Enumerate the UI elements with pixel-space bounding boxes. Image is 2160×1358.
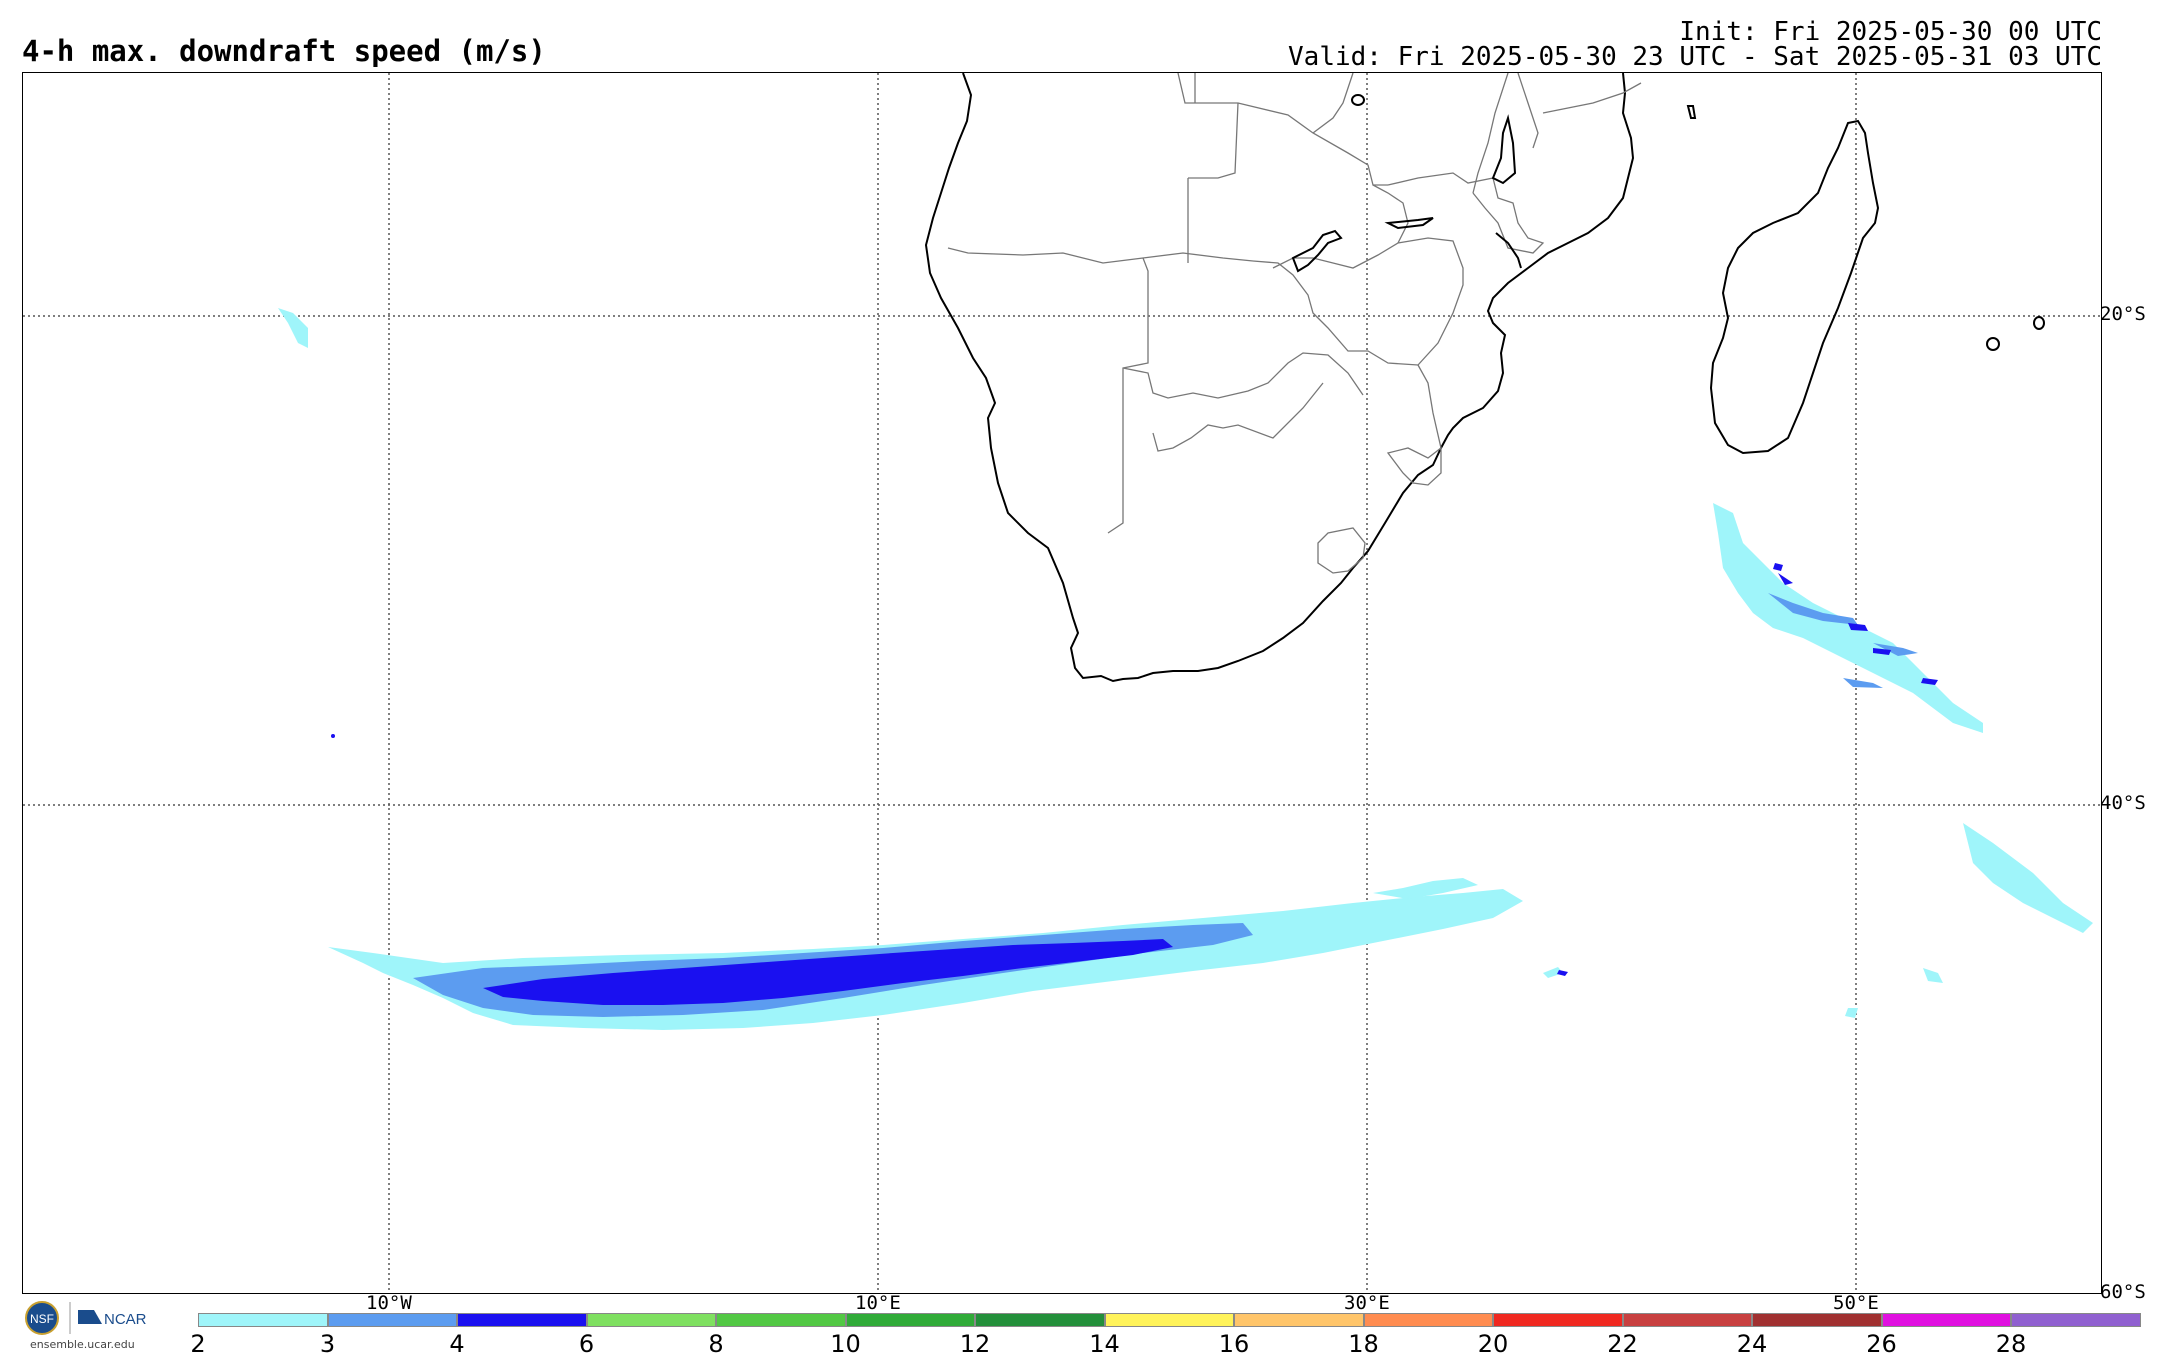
map-title: 4-h max. downdraft speed (m/s) [22, 34, 546, 68]
ncar-logo: NSF NCAR [25, 1301, 147, 1335]
colorbar-tick-label: 10 [830, 1330, 861, 1358]
map-canvas [23, 73, 2101, 1293]
colorbar-tick-label: 14 [1089, 1330, 1120, 1358]
colorbar-tick-label: 24 [1736, 1330, 1768, 1358]
colorbar-tick-label: 26 [1866, 1330, 1897, 1358]
ncar-logo-text: NCAR [104, 1311, 147, 1328]
map-panel[interactable] [22, 72, 2102, 1294]
madagascar [1709, 119, 1880, 455]
colorbar-tick-label: 28 [1995, 1330, 2027, 1358]
colorbar-segment [845, 1313, 975, 1327]
colorbar-segment [198, 1313, 328, 1327]
downdraft-field [278, 308, 2093, 1030]
lakes [1291, 94, 1522, 273]
colorbar-segment [1622, 1313, 1752, 1327]
colorbar-segment [1752, 1313, 1882, 1327]
colorbar-segment [716, 1313, 846, 1327]
colorbar-segment [1363, 1313, 1493, 1327]
colorbar-segment [457, 1313, 587, 1327]
colorbar-tick-label: 8 [708, 1330, 724, 1358]
colorbar-tick-label: 4 [449, 1330, 465, 1358]
lat-label-60s: 60°S [2100, 1281, 2146, 1303]
islands [1686, 105, 2045, 351]
colorbar-tick-label: 22 [1607, 1330, 1638, 1358]
colorbar [198, 1313, 2141, 1327]
colorbar-segment [327, 1313, 457, 1327]
graticule [23, 73, 2101, 1293]
ensemble-url: ensemble.ucar.edu [30, 1338, 135, 1351]
lon-label-10w: 10°W [366, 1292, 412, 1314]
colorbar-tick-label: 2 [190, 1330, 206, 1358]
init-time: Init: Fri 2025-05-30 00 UTC [1679, 17, 2102, 47]
colorbar-segment [975, 1313, 1105, 1327]
lat-label-20s: 20°S [2100, 303, 2146, 325]
colorbar-tick-label: 16 [1218, 1330, 1250, 1358]
colorbar-tick-label: 6 [578, 1330, 595, 1358]
lon-label-30e: 30°E [1344, 1292, 1390, 1314]
colorbar-tick-label: 18 [1348, 1330, 1379, 1358]
logo-area: NSF NCAR [22, 1300, 152, 1340]
colorbar-tick-label: 12 [959, 1330, 991, 1358]
colorbar-segment [586, 1313, 716, 1327]
country-borders [947, 73, 1642, 574]
lon-label-50e: 50°E [1833, 1292, 1879, 1314]
nsf-logo-text: NSF [30, 1312, 54, 1326]
lon-label-10e: 10°E [855, 1292, 901, 1314]
colorbar-segment [1104, 1313, 1234, 1327]
colorbar-segment [1881, 1313, 2011, 1327]
africa-coastline [924, 73, 1635, 683]
valid-time: Valid: Fri 2025-05-30 23 UTC - Sat 2025-… [1288, 42, 2102, 72]
colorbar-segment [1234, 1313, 1364, 1327]
lat-label-40s: 40°S [2100, 792, 2146, 814]
time-info: Init: Fri 2025-05-30 00 UTC Valid: Fri 2… [1288, 17, 2102, 72]
colorbar-segment [1493, 1313, 1623, 1327]
colorbar-tick-label: 20 [1477, 1330, 1509, 1358]
colorbar-segment [2011, 1313, 2141, 1327]
colorbar-tick-label: 3 [319, 1330, 336, 1358]
